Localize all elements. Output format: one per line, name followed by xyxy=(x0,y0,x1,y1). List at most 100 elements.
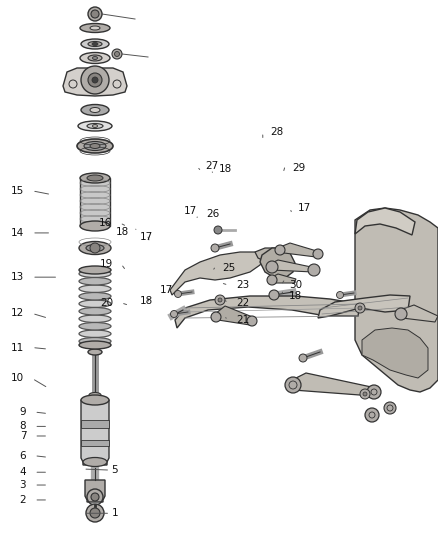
Text: 17: 17 xyxy=(160,286,173,295)
Circle shape xyxy=(308,264,320,276)
Circle shape xyxy=(170,311,177,318)
Circle shape xyxy=(275,245,285,255)
Circle shape xyxy=(88,73,102,87)
Circle shape xyxy=(285,377,301,393)
Polygon shape xyxy=(362,328,428,378)
Circle shape xyxy=(92,77,98,83)
Ellipse shape xyxy=(80,52,110,63)
Polygon shape xyxy=(255,248,280,263)
Ellipse shape xyxy=(81,104,109,116)
Ellipse shape xyxy=(81,395,109,405)
Polygon shape xyxy=(81,400,109,465)
Ellipse shape xyxy=(79,293,111,300)
Ellipse shape xyxy=(87,175,103,181)
Circle shape xyxy=(211,312,221,322)
Ellipse shape xyxy=(79,322,111,330)
Ellipse shape xyxy=(80,221,110,231)
Text: 9: 9 xyxy=(20,407,26,417)
Circle shape xyxy=(384,402,396,414)
Circle shape xyxy=(365,408,379,422)
Text: 16: 16 xyxy=(99,218,112,228)
Polygon shape xyxy=(280,243,320,257)
Text: 27: 27 xyxy=(205,161,218,171)
Circle shape xyxy=(88,7,102,21)
Text: 28: 28 xyxy=(271,127,284,137)
Polygon shape xyxy=(355,208,415,235)
Circle shape xyxy=(266,261,278,273)
Ellipse shape xyxy=(87,124,103,128)
Circle shape xyxy=(247,316,257,326)
Circle shape xyxy=(81,66,109,94)
Polygon shape xyxy=(400,305,438,322)
Ellipse shape xyxy=(90,143,100,149)
Text: 23: 23 xyxy=(237,280,250,290)
Ellipse shape xyxy=(92,56,98,60)
Circle shape xyxy=(90,508,100,518)
Text: 17: 17 xyxy=(184,206,197,215)
Circle shape xyxy=(367,385,381,399)
Ellipse shape xyxy=(79,300,111,308)
Ellipse shape xyxy=(79,341,111,349)
Text: 21: 21 xyxy=(237,315,250,325)
Circle shape xyxy=(355,303,365,313)
Ellipse shape xyxy=(79,241,111,254)
Text: 10: 10 xyxy=(11,374,24,383)
Ellipse shape xyxy=(90,108,100,112)
Text: 4: 4 xyxy=(20,467,26,477)
Circle shape xyxy=(90,243,100,253)
Ellipse shape xyxy=(92,43,98,45)
Text: 17: 17 xyxy=(298,203,311,213)
Circle shape xyxy=(395,308,407,320)
Circle shape xyxy=(174,290,181,297)
Circle shape xyxy=(69,80,77,88)
Text: 15: 15 xyxy=(11,186,24,196)
Text: 18: 18 xyxy=(219,165,232,174)
Ellipse shape xyxy=(79,337,111,345)
Ellipse shape xyxy=(92,125,98,127)
Text: 29: 29 xyxy=(293,163,306,173)
Circle shape xyxy=(113,80,121,88)
Circle shape xyxy=(336,292,343,298)
Text: 12: 12 xyxy=(11,309,24,318)
Circle shape xyxy=(218,298,222,302)
Circle shape xyxy=(91,10,99,18)
Ellipse shape xyxy=(80,23,110,33)
Circle shape xyxy=(313,249,323,259)
Text: 22: 22 xyxy=(237,298,250,308)
Polygon shape xyxy=(270,274,296,283)
Ellipse shape xyxy=(77,139,113,153)
Polygon shape xyxy=(215,306,255,325)
Text: 5: 5 xyxy=(112,465,118,475)
Ellipse shape xyxy=(79,315,111,322)
Polygon shape xyxy=(63,68,127,96)
Circle shape xyxy=(211,244,219,252)
Polygon shape xyxy=(318,295,410,318)
Text: 30: 30 xyxy=(289,280,302,290)
Circle shape xyxy=(214,226,222,234)
Text: 26: 26 xyxy=(206,209,219,219)
Ellipse shape xyxy=(86,245,104,252)
Text: 18: 18 xyxy=(116,227,129,237)
Text: 2: 2 xyxy=(20,495,26,505)
Text: 11: 11 xyxy=(11,343,24,352)
Text: 19: 19 xyxy=(100,259,113,269)
Text: 13: 13 xyxy=(11,272,24,282)
Circle shape xyxy=(299,354,307,362)
Ellipse shape xyxy=(80,173,110,183)
Ellipse shape xyxy=(88,42,102,46)
Text: 1: 1 xyxy=(112,508,118,518)
Text: 20: 20 xyxy=(100,298,113,308)
Ellipse shape xyxy=(79,278,111,285)
Circle shape xyxy=(358,306,362,310)
Ellipse shape xyxy=(83,457,107,466)
Ellipse shape xyxy=(88,55,102,61)
Ellipse shape xyxy=(88,349,102,355)
Text: 25: 25 xyxy=(223,263,236,273)
Polygon shape xyxy=(175,296,360,328)
Circle shape xyxy=(267,275,277,285)
Ellipse shape xyxy=(79,330,111,337)
Bar xyxy=(81,420,109,428)
Text: 6: 6 xyxy=(20,451,26,461)
Polygon shape xyxy=(292,373,376,396)
Text: 17: 17 xyxy=(140,232,153,242)
